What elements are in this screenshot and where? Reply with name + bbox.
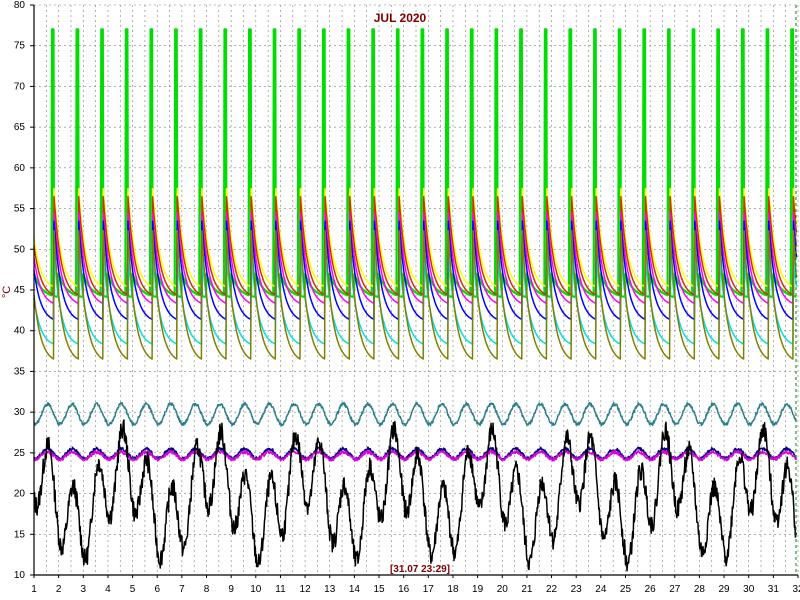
x-tick-label: 10 [250,584,262,595]
y-tick-label: 50 [14,244,26,255]
y-tick-label: 40 [14,326,26,337]
x-tick-label: 31 [768,584,780,595]
x-tick-label: 25 [620,584,632,595]
x-tick-label: 20 [497,584,509,595]
series-line [33,187,798,288]
series-line [33,419,798,572]
x-tick-label: 7 [179,584,185,595]
y-tick-label: 30 [14,407,26,418]
y-tick-label: 10 [14,570,26,581]
y-axis-label: °C [1,286,13,298]
y-tick-label: 35 [14,366,26,377]
y-tick-label: 80 [14,0,26,11]
y-tick-label: 60 [14,163,26,174]
x-tick-label: 14 [349,584,361,595]
x-tick-label: 13 [324,584,336,595]
x-tick-label: 5 [130,584,136,595]
x-tick-label: 2 [56,584,62,595]
x-tick-label: 30 [743,584,755,595]
y-tick-label: 55 [14,204,26,215]
tick-labels: 1 2 3 4 5 6 7 8 9 10 11 12 13 14 15 16 17 18 19 20 21 22 23 24 2… [14,0,800,595]
y-tick-label: 25 [14,448,26,459]
x-tick-label: 16 [398,584,410,595]
x-tick-label: 21 [521,584,533,595]
x-tick-label: 26 [645,584,657,595]
series-line [33,230,798,360]
x-tick-label: 11 [275,584,286,595]
x-tick-label: 24 [595,584,607,595]
x-tick-label: 18 [447,584,459,595]
x-tick-label: 22 [546,584,558,595]
x-tick-label: 28 [694,584,706,595]
y-tick-label: 70 [14,81,26,92]
series-line [33,401,797,427]
x-tick-label: 29 [719,584,731,595]
x-tick-label: 6 [154,584,160,595]
x-tick-label: 4 [105,584,111,595]
x-tick-label: 27 [669,584,681,595]
x-tick-label: 19 [472,584,484,595]
x-tick-label: 12 [300,584,312,595]
x-tick-label: 1 [31,584,37,595]
series-line [32,28,798,298]
y-tick-label: 75 [14,41,26,52]
y-tick-label: 15 [14,529,26,540]
x-tick-label: 17 [423,584,435,595]
y-tick-label: 20 [14,489,26,500]
x-tick-label: 3 [81,584,87,595]
axes [30,4,799,578]
series-lines [32,28,798,572]
timestamp-readout: [31.07 23:29] [390,564,450,575]
x-tick-label: 8 [204,584,210,595]
x-tick-label: 15 [373,584,385,595]
y-tick-label: 65 [14,122,26,133]
chart-title: JUL 2020 [374,11,427,25]
x-tick-label: 9 [228,584,234,595]
y-tick-label: 45 [14,285,26,296]
x-tick-label: 32 [792,584,800,595]
x-tick-label: 23 [571,584,583,595]
series-line [33,212,798,304]
